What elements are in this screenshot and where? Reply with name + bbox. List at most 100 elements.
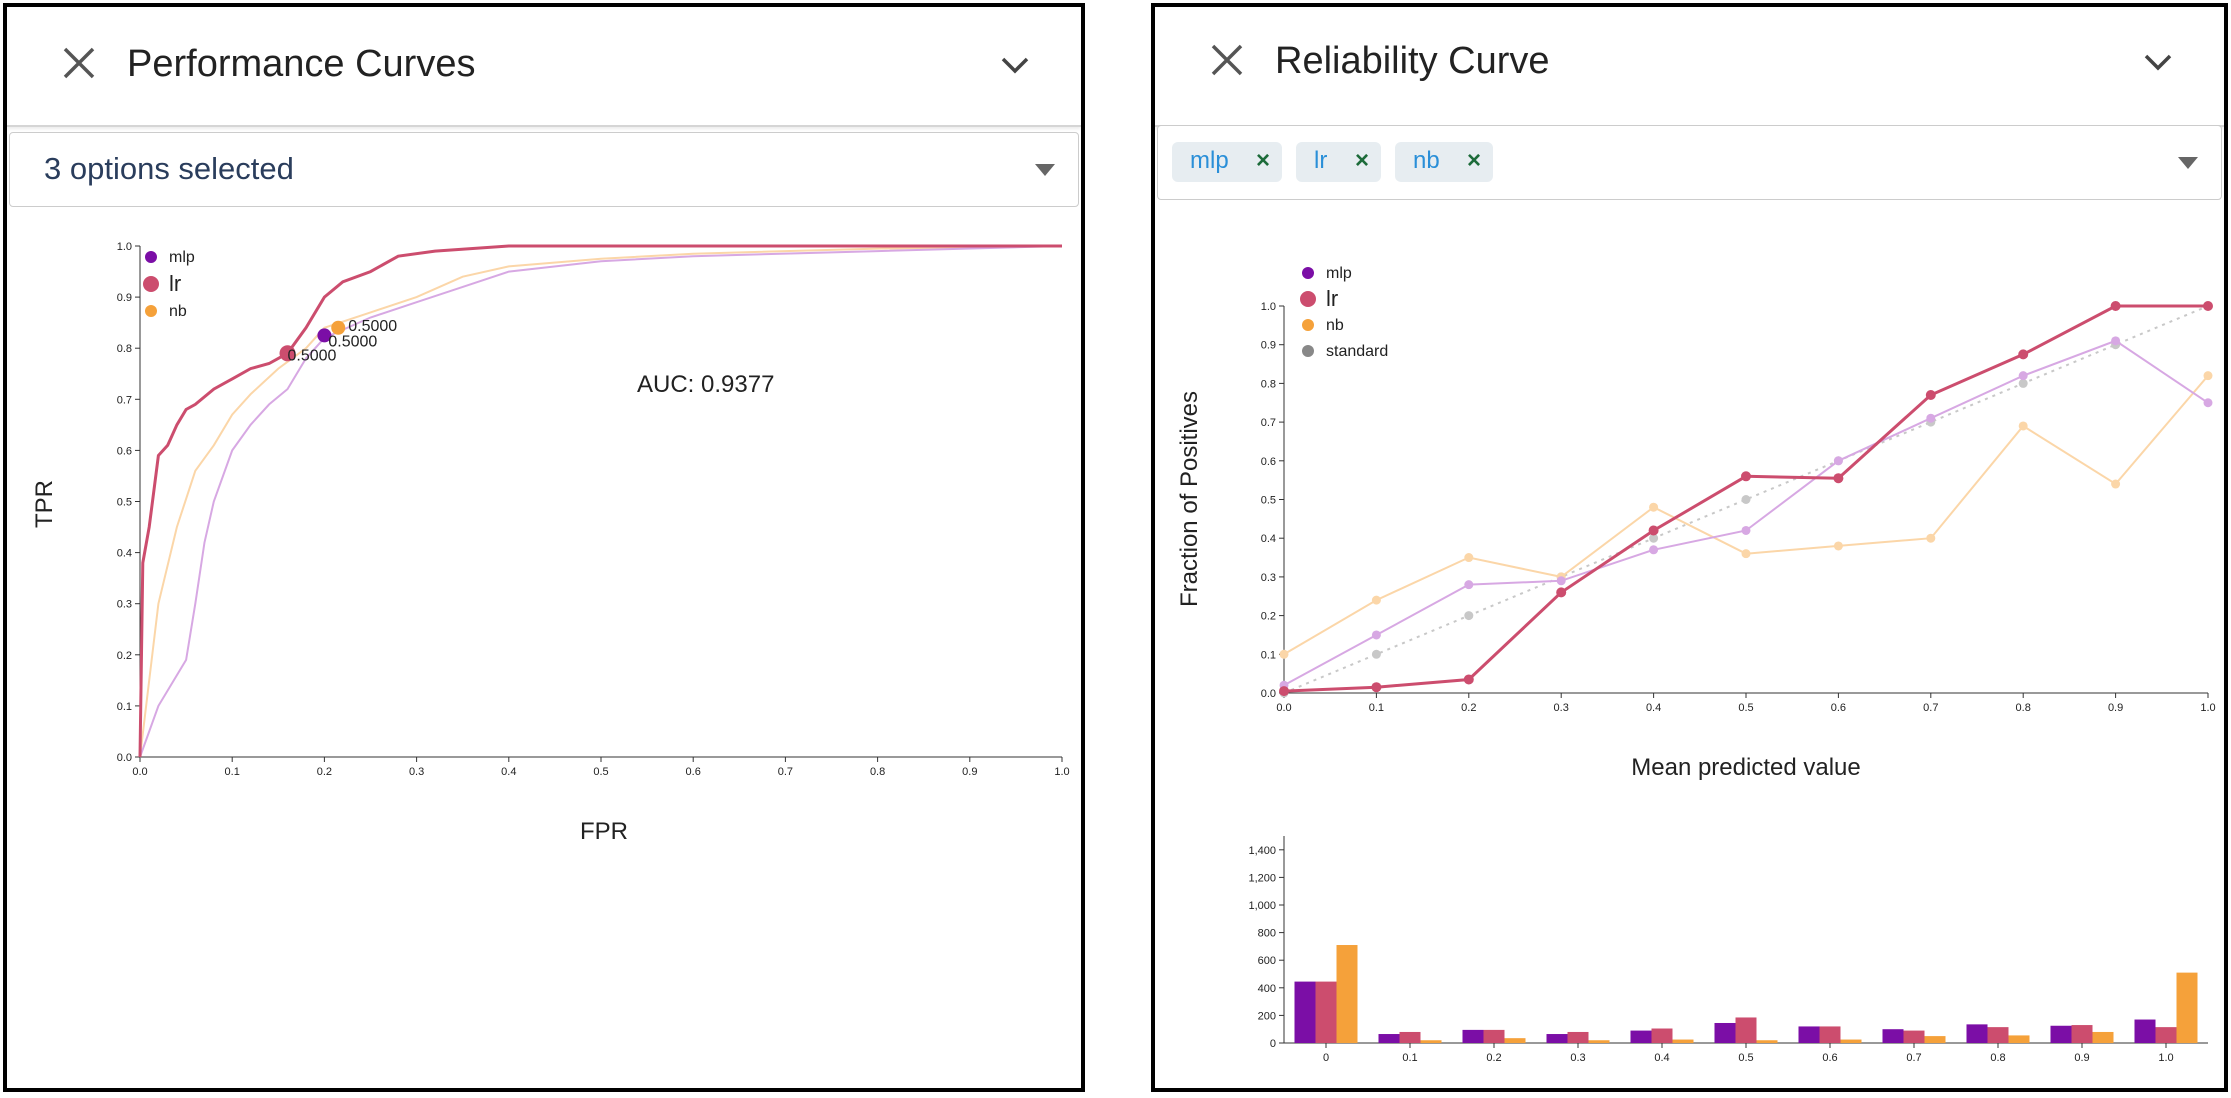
- y-tick-label: 0.3: [117, 599, 132, 611]
- reliability-point-mlp: [2018, 371, 2028, 381]
- hist-y-tick-label: 1,200: [1248, 872, 1276, 884]
- chip-label: lr: [1314, 147, 1328, 174]
- legend-label-nb: nb: [1326, 317, 1344, 334]
- model-multiselect[interactable]: mlp × lr × nb ×: [1157, 125, 2222, 200]
- chip-lr[interactable]: lr ×: [1296, 142, 1381, 182]
- panel-header: Performance Curves: [7, 7, 1081, 127]
- legend-marker-standard: [1302, 345, 1314, 357]
- reliability-point-mlp: [1556, 576, 1566, 586]
- hist-bar-nb: [2008, 1035, 2030, 1043]
- threshold-label: 0.5000: [348, 318, 397, 335]
- reliability-point-mlp: [1926, 413, 1936, 423]
- y-tick-label: 0.2: [1261, 611, 1276, 623]
- reliability-point-lr: [2110, 301, 2121, 311]
- hist-x-tick-label: 0.5: [1738, 1052, 1753, 1064]
- y-tick-label: 0.0: [1261, 688, 1276, 700]
- reliability-line-nb: [1283, 375, 2209, 656]
- hist-bar-lr: [1315, 981, 1337, 1043]
- roc-chart: 0.0 0.1 0.2 0.3 0.4 0.5 0.6 0.7 0.8 0.9 1.0 0.0 0.1 0…: [31, 241, 1070, 845]
- reliability-point-lr: [1556, 587, 1567, 598]
- hist-bar-nb: [1420, 1040, 1442, 1043]
- reliability-point-standard: [2018, 378, 2028, 388]
- x-tick-label: 0.1: [1369, 702, 1384, 714]
- y-tick-label: 0.6: [1261, 456, 1276, 468]
- hist-bar-mlp: [1378, 1034, 1400, 1043]
- x-tick-label: 0.1: [225, 766, 240, 778]
- reliability-point-nb: [2111, 479, 2121, 489]
- threshold-point-lr: [279, 345, 296, 362]
- chip-nb[interactable]: nb ×: [1395, 142, 1493, 182]
- reliability-point-mlp: [1464, 580, 1474, 590]
- x-tick-label: 0.5: [593, 766, 608, 778]
- remove-chip-icon[interactable]: ×: [1354, 147, 1369, 174]
- reliability-point-nb: [1279, 649, 1289, 659]
- legend-marker-mlp: [145, 251, 157, 263]
- reliability-point-mlp: [1833, 456, 1843, 466]
- hist-y-tick-label: 200: [1258, 1010, 1276, 1022]
- y-tick-label: 1.0: [117, 241, 132, 253]
- x-tick-label: 0.9: [962, 766, 977, 778]
- y-tick-label: 0.0: [117, 752, 132, 764]
- reliability-point-mlp: [1371, 630, 1381, 640]
- chevron-down-icon[interactable]: [2142, 50, 2174, 74]
- hist-bar-nb: [1840, 1039, 1862, 1043]
- legend-marker-nb: [145, 305, 157, 317]
- y-tick-label: 0.4: [1261, 533, 1276, 545]
- reliability-line-mlp: [1283, 339, 2209, 687]
- y-tick-label: 0.5: [1261, 495, 1276, 507]
- hist-y-tick-label: 800: [1258, 928, 1276, 940]
- reliability-curve-panel: Reliability Curve mlp × lr × nb × 0.0 0.1…: [1151, 3, 2228, 1092]
- hist-bar-lr: [2155, 1027, 2177, 1043]
- y-tick-label: 0.5: [117, 497, 132, 509]
- x-axis-title: FPR: [580, 818, 628, 845]
- x-tick-label: 0.0: [1276, 702, 1291, 714]
- x-tick-label: 1.0: [1054, 766, 1069, 778]
- reliability-point-lr: [1741, 471, 1751, 482]
- panel-header: Reliability Curve: [1155, 7, 2224, 127]
- x-tick-label: 0.9: [2108, 702, 2123, 714]
- reliability-point-lr: [1463, 674, 1474, 685]
- hist-bar-lr: [2071, 1025, 2093, 1043]
- x-tick-label: 1.0: [2200, 702, 2215, 714]
- hist-x-tick-label: 0.9: [2074, 1052, 2089, 1064]
- chevron-down-icon[interactable]: [999, 53, 1031, 77]
- hist-bar-mlp: [1798, 1026, 1820, 1043]
- x-tick-label: 0.2: [1461, 702, 1476, 714]
- hist-x-tick-label: 0: [1323, 1052, 1329, 1064]
- chip-mlp[interactable]: mlp ×: [1172, 142, 1282, 182]
- hist-bar-lr: [1651, 1028, 1673, 1043]
- hist-bar-mlp: [1630, 1030, 1652, 1043]
- close-icon[interactable]: [59, 43, 99, 83]
- hist-bar-lr: [1819, 1026, 1841, 1043]
- hist-bar-nb: [1672, 1039, 1694, 1043]
- roc-line-nb: [139, 245, 1063, 758]
- reliability-point-lr: [1279, 686, 1289, 697]
- legend-label-lr: lr: [1326, 286, 1338, 311]
- dropdown-arrow-icon[interactable]: [2177, 156, 2199, 170]
- remove-chip-icon[interactable]: ×: [1466, 147, 1481, 174]
- y-axis-title: Fraction of Positives: [1176, 391, 1203, 607]
- threshold-point-mlp: [317, 328, 332, 343]
- remove-chip-icon[interactable]: ×: [1255, 147, 1270, 174]
- reliability-point-nb: [1741, 549, 1751, 559]
- hist-y-tick-label: 600: [1258, 955, 1276, 967]
- y-tick-label: 0.7: [1261, 417, 1276, 429]
- reliability-point-lr: [2018, 349, 2029, 360]
- model-multiselect[interactable]: 3 options selected: [9, 132, 1079, 207]
- x-tick-label: 0.4: [1646, 702, 1661, 714]
- threshold-label: 0.5000: [288, 347, 337, 364]
- hist-y-tick-label: 400: [1258, 983, 1276, 995]
- panel-title: Reliability Curve: [1275, 40, 1550, 82]
- reliability-chart: 0.0 0.1 0.2 0.3 0.4 0.5 0.6 0.7 0.8 0.9 1.0 0.0 0.1 0…: [1176, 265, 2216, 1064]
- threshold-label: 0.5000: [328, 333, 377, 350]
- close-icon[interactable]: [1207, 40, 1247, 80]
- y-tick-label: 0.8: [117, 343, 132, 355]
- dropdown-arrow-icon[interactable]: [1034, 163, 1056, 177]
- y-tick-label: 0.1: [1261, 649, 1276, 661]
- hist-bar-lr: [1735, 1017, 1757, 1043]
- legend-label-mlp: mlp: [169, 249, 195, 266]
- reliability-point-nb: [1926, 533, 1936, 543]
- x-tick-label: 0.7: [778, 766, 793, 778]
- hist-y-tick-label: 0: [1270, 1038, 1276, 1050]
- hist-bar-nb: [1504, 1038, 1526, 1043]
